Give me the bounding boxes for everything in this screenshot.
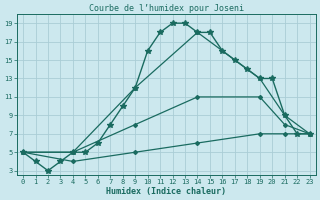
Title: Courbe de l’humidex pour Joseni: Courbe de l’humidex pour Joseni xyxy=(89,4,244,13)
X-axis label: Humidex (Indice chaleur): Humidex (Indice chaleur) xyxy=(106,187,226,196)
